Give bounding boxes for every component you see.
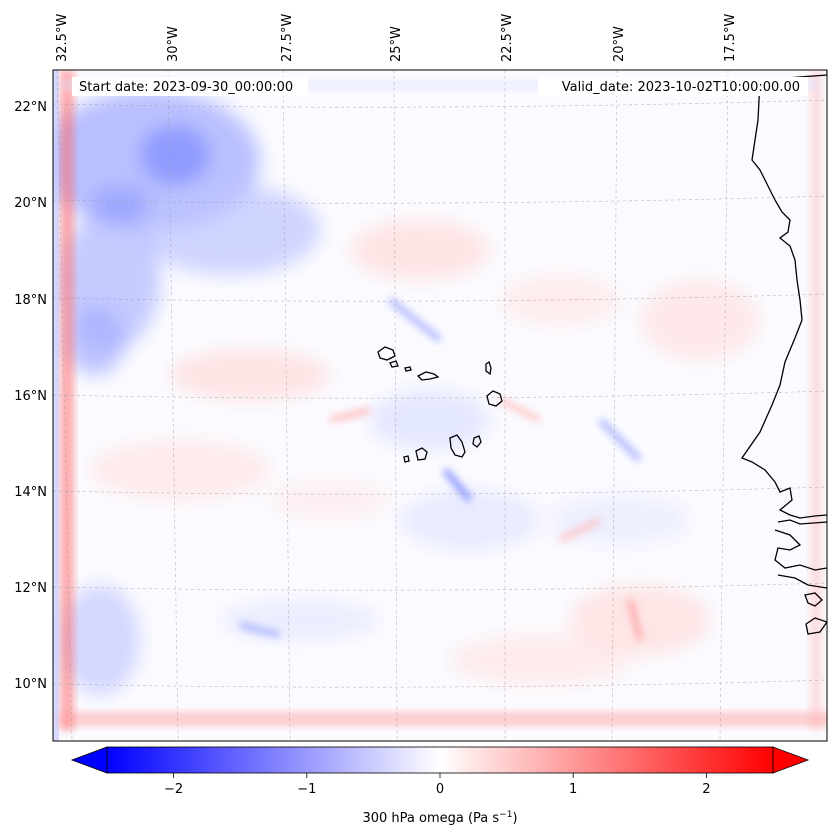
- right-boundary-band: [810, 70, 822, 730]
- colorbar-label-suffix: ): [512, 811, 517, 826]
- left-boundary-band: [60, 70, 74, 730]
- bottom-boundary-band: [60, 712, 827, 726]
- colorbar-tick-label: 0: [436, 782, 444, 797]
- valid-date-label: Valid_date: 2023-10-02T10:00:00.00: [562, 80, 800, 95]
- map-panel: Start date: 2023-09-30_00:00:00 Valid_da…: [52, 69, 828, 742]
- longitude-labels: 32.5°W 30°W 27.5°W 25°W 22.5°W 20°W 17.5…: [55, 14, 738, 62]
- map-frame: [52, 69, 828, 742]
- lon-label: 25°W: [389, 26, 404, 62]
- colorbar-ticks: −2 −1 0 1 2: [164, 773, 711, 797]
- island-sao-vicente: [389, 360, 399, 368]
- island-sao-nicolau: [416, 371, 440, 381]
- colorbar-tick-label: −1: [297, 782, 316, 797]
- lat-label: 22°N: [14, 100, 47, 115]
- colorbar-body: [106, 746, 774, 774]
- graticule: [53, 70, 827, 741]
- lat-label: 10°N: [14, 677, 47, 692]
- island-sal: [485, 360, 492, 376]
- colorbar-tick-label: 2: [702, 782, 710, 797]
- colorbar: −2 −1 0 1 2 300 hPa omega (Pa s−1): [70, 746, 810, 826]
- lon-label: 20°W: [612, 26, 627, 62]
- latitude-labels: 22°N 20°N 18°N 16°N 14°N 12°N 10°N: [14, 100, 47, 692]
- coastlines: [741, 70, 827, 635]
- island-santiago: [449, 434, 466, 458]
- island-santa-luzia: [404, 366, 412, 372]
- cape-verde-islands: [377, 346, 503, 463]
- top-boundary-band: [60, 80, 820, 90]
- lon-label: 22.5°W: [500, 14, 515, 62]
- island-santo-antao: [377, 346, 396, 361]
- colorbar-tick-label: −2: [164, 782, 183, 797]
- omega-positive-region: [90, 220, 760, 685]
- lon-label: 17.5°W: [723, 14, 738, 62]
- colorbar-label-prefix: 300 hPa omega (Pa s: [362, 811, 499, 826]
- lon-label: 30°W: [166, 26, 181, 62]
- lat-label: 16°N: [14, 389, 47, 404]
- lat-label: 18°N: [14, 293, 47, 308]
- date-header: Start date: 2023-09-30_00:00:00 Valid_da…: [72, 77, 808, 96]
- colorbar-label: 300 hPa omega (Pa s−1): [362, 810, 517, 826]
- colorbar-extend-low: [70, 746, 108, 774]
- start-date-label: Start date: 2023-09-30_00:00:00: [79, 80, 293, 95]
- lon-label: 32.5°W: [55, 14, 70, 62]
- island-boa-vista: [486, 390, 503, 407]
- lat-label: 14°N: [14, 485, 47, 500]
- omega-filaments: [239, 297, 643, 641]
- colorbar-tick-label: 1: [569, 782, 577, 797]
- colorbar-label-exponent: −1: [499, 810, 512, 820]
- lat-label: 20°N: [14, 196, 47, 211]
- omega-field: [53, 70, 827, 741]
- island-fogo: [415, 447, 428, 461]
- omega-negative-region: [53, 90, 690, 695]
- lat-label: 12°N: [14, 581, 47, 596]
- colorbar-extend-high: [772, 746, 810, 774]
- lon-label: 27.5°W: [280, 14, 295, 62]
- island-brava: [403, 455, 410, 463]
- africa-coastline: [741, 70, 827, 519]
- island-maio: [472, 435, 482, 448]
